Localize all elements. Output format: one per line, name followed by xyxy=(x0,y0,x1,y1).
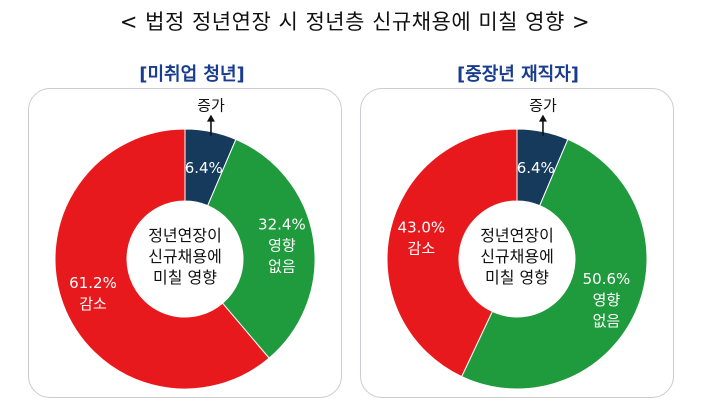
chart-title-unemployed-youth: [미취업 청년] xyxy=(139,64,245,85)
donut-slice-1 xyxy=(207,138,316,359)
center-label-line: 신규채용에 xyxy=(480,247,554,266)
center-label-line: 미칠 영향 xyxy=(153,268,217,287)
chart-title-middle-aged-workers: [중장년 재직자] xyxy=(456,64,580,85)
slice-name-label: 증가 xyxy=(529,97,557,115)
donut-slice-1 xyxy=(460,138,648,390)
slice-name-label: 증가 xyxy=(197,97,225,115)
slice-value-label: 50.6% xyxy=(583,270,631,288)
slice-value-label: 6.4% xyxy=(517,159,555,177)
increase-arrow-head xyxy=(206,114,215,122)
slice-value-label: 6.4% xyxy=(185,159,223,177)
page-title: < 법정 정년연장 시 정년층 신규채용에 미칠 영향 > xyxy=(119,10,591,34)
slice-name-label: 영향 xyxy=(593,291,621,309)
donut-slice-2 xyxy=(54,128,270,390)
center-label-line: 미칠 영향 xyxy=(485,268,549,287)
slice-name-label: 영향 xyxy=(268,236,296,254)
slice-name-label: 없음 xyxy=(268,257,296,275)
slice-value-label: 32.4% xyxy=(258,215,306,233)
slice-name-label: 감소 xyxy=(408,240,436,258)
slice-name-label: 감소 xyxy=(79,295,107,313)
donut-slice-2 xyxy=(386,128,518,378)
center-label-line: 정년연장이 xyxy=(480,226,554,245)
slice-name-label: 없음 xyxy=(593,312,621,330)
center-label-line: 신규채용에 xyxy=(148,247,222,266)
increase-arrow-head xyxy=(538,114,547,122)
slice-value-label: 43.0% xyxy=(398,219,446,237)
slice-value-label: 61.2% xyxy=(69,274,117,292)
center-label-line: 정년연장이 xyxy=(148,226,222,245)
